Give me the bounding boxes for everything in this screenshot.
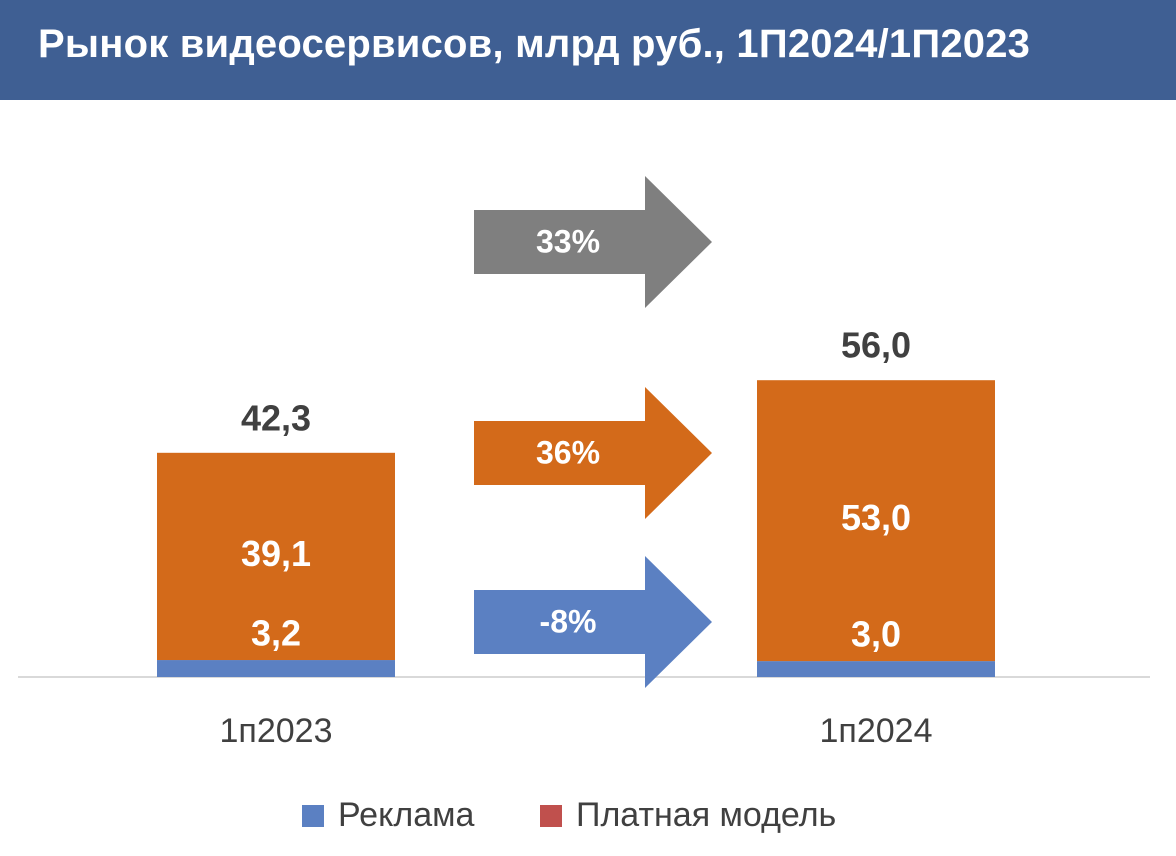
arrow-paid-growth-label: 36% — [536, 434, 600, 470]
arrow-paid-growth — [474, 387, 712, 519]
x-tick-label-1: 1п2023 — [220, 712, 333, 750]
legend-label-paid: Платная модель — [576, 796, 837, 834]
bar-advertising-1 — [157, 660, 395, 677]
label-paid-2: 53,0 — [841, 497, 911, 538]
title-banner: Рынок видеосервисов, млрд руб., 1П2024/1… — [0, 0, 1176, 100]
legend: Реклама Платная модель — [0, 796, 1176, 840]
label-total-2: 56,0 — [841, 325, 911, 366]
bar-advertising-2 — [757, 661, 995, 677]
arrow-advertising-growth-label: -8% — [540, 603, 597, 639]
chart-title: Рынок видеосервисов, млрд руб., 1П2024/1… — [38, 22, 1031, 66]
legend-item-advertising: Реклама — [302, 796, 474, 835]
legend-swatch-paid — [540, 804, 562, 827]
arrow-advertising-growth — [474, 556, 712, 688]
arrow-total-growth-label: 33% — [536, 223, 600, 259]
label-paid-1: 39,1 — [241, 533, 311, 574]
bar-paid-2 — [757, 380, 995, 662]
legend-swatch-advertising — [302, 804, 324, 827]
bar-paid-1 — [157, 452, 395, 661]
label-advertising-2: 3,0 — [851, 614, 901, 655]
label-advertising-1: 3,2 — [251, 613, 301, 654]
label-total-1: 42,3 — [241, 397, 311, 438]
x-tick-label-2: 1п2024 — [820, 712, 933, 750]
arrow-total-growth — [474, 176, 712, 308]
legend-item-paid: Платная модель — [540, 796, 836, 835]
legend-label-advertising: Реклама — [338, 796, 475, 834]
